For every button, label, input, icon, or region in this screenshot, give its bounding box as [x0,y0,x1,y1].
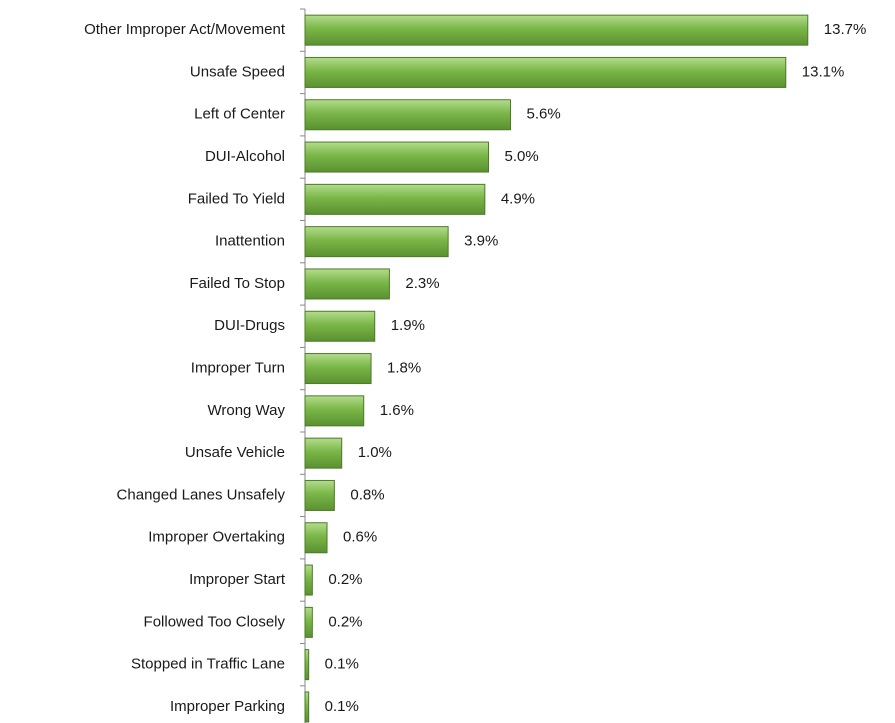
category-label: Failed To Stop [189,275,285,292]
bar [304,395,365,427]
value-label: 0.2% [328,571,362,588]
bar [304,268,390,300]
bar [304,14,809,46]
bar [304,479,335,511]
bar [304,141,489,173]
bar [304,564,313,596]
category-label: Failed To Yield [188,190,285,207]
category-label: DUI-Alcohol [205,148,285,165]
bar [304,437,343,469]
value-label: 0.8% [350,486,384,503]
bar [304,56,787,88]
bar [304,99,512,131]
bar [304,183,486,215]
category-label: Changed Lanes Unsafely [117,486,286,503]
value-label: 3.9% [464,233,498,250]
value-label: 13.1% [802,63,845,80]
value-label: 0.1% [325,698,359,715]
bar [304,691,310,723]
bar [304,606,313,638]
bar [304,226,449,258]
bar [304,522,328,554]
category-label: Wrong Way [207,402,285,419]
category-label: Improper Turn [191,360,285,377]
category-label: Improper Start [189,571,286,588]
category-label: Stopped in Traffic Lane [131,656,285,673]
value-label: 1.9% [391,317,425,334]
value-label: 1.0% [358,444,392,461]
category-label: Other Improper Act/Movement [84,21,286,38]
category-label: Improper Parking [170,698,285,715]
category-label: Improper Overtaking [148,529,285,546]
bar [304,353,372,385]
category-label: DUI-Drugs [214,317,285,334]
category-label: Followed Too Closely [144,613,286,630]
bar [304,649,310,681]
value-label: 1.8% [387,360,421,377]
category-label: Unsafe Vehicle [185,444,285,461]
category-label: Unsafe Speed [190,63,285,80]
value-label: 0.2% [328,613,362,630]
value-label: 5.0% [505,148,539,165]
value-label: 4.9% [501,190,535,207]
value-label: 0.6% [343,529,377,546]
value-label: 13.7% [824,21,867,38]
value-label: 2.3% [405,275,439,292]
value-label: 1.6% [380,402,414,419]
value-label: 0.1% [325,656,359,673]
value-label: 5.6% [527,106,561,123]
category-label: Left of Center [194,106,285,123]
category-label: Inattention [215,233,285,250]
bar [304,310,376,342]
